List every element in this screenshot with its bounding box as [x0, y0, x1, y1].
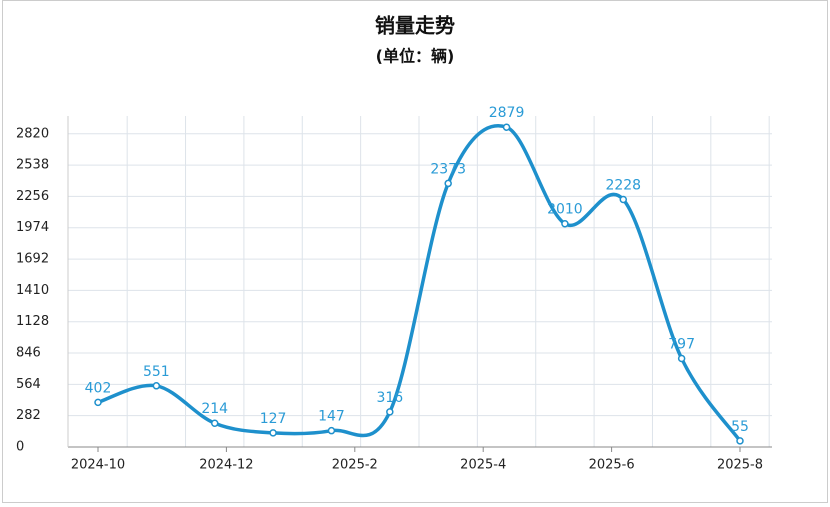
x-tick-label: 2024-10 [71, 458, 125, 473]
x-tick-label: 2025-2 [332, 458, 378, 473]
value-label: 147 [318, 409, 345, 425]
y-tick-label: 564 [16, 377, 41, 392]
x-tick-label: 2025-4 [460, 458, 506, 473]
y-tick-label: 1974 [16, 220, 49, 235]
y-tick-label: 1128 [16, 314, 49, 329]
value-label: 316 [376, 390, 403, 406]
point [677, 354, 686, 363]
x-tick-label: 2025-6 [589, 458, 635, 473]
x-tick-label: 2025-8 [717, 458, 763, 473]
x-tick-label: 2024-12 [199, 458, 253, 473]
value-label: 2010 [547, 202, 583, 218]
value-label: 2879 [489, 105, 525, 121]
value-label: 402 [85, 380, 112, 396]
y-tick-label: 1692 [16, 252, 49, 267]
y-tick-label: 846 [16, 346, 41, 361]
value-label: 551 [143, 364, 170, 380]
point [561, 219, 569, 228]
value-label: 127 [260, 411, 287, 427]
point [619, 195, 628, 204]
point [269, 429, 277, 437]
point [444, 179, 452, 188]
line [97, 124, 742, 442]
value-label: 797 [668, 336, 695, 352]
y-tick-label: 2538 [16, 158, 49, 173]
value-label: 55 [731, 419, 749, 435]
value-label: 2228 [605, 178, 641, 194]
y-tick-label: 0 [16, 440, 24, 455]
value-label: 214 [201, 401, 228, 417]
y-tick-label: 282 [16, 408, 41, 423]
point [386, 408, 394, 416]
point [736, 437, 744, 445]
point [210, 419, 219, 427]
value-label: 2373 [430, 161, 466, 177]
chart-subtitle: (单位：辆) [376, 47, 455, 66]
point [327, 426, 336, 435]
y-tick-label: 2256 [16, 189, 49, 204]
y-tick-label: 1410 [16, 283, 49, 298]
point [94, 398, 102, 407]
chart-title: 销量走势 [375, 14, 455, 38]
point [152, 382, 161, 390]
point [502, 123, 511, 131]
y-tick-label: 2820 [16, 126, 49, 141]
